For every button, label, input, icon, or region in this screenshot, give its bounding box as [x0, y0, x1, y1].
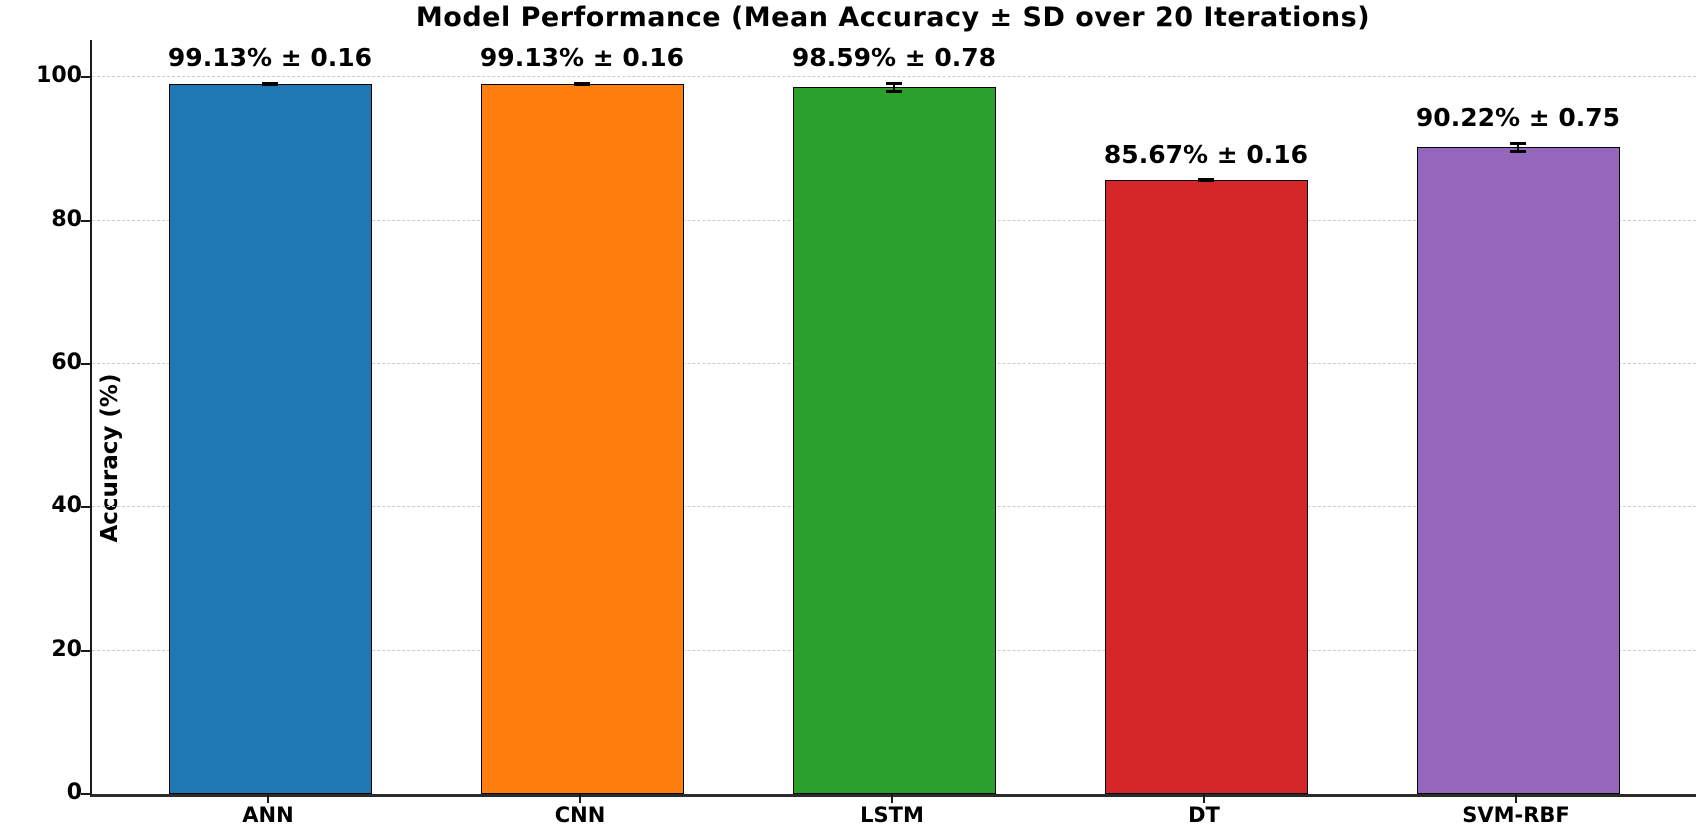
error-bar-svm-rbf [1510, 142, 1526, 153]
ytick-mark-20 [81, 649, 90, 652]
value-label-lstm: 98.59% ± 0.78 [791, 42, 997, 72]
error-cap-bottom [886, 89, 902, 93]
ytick-label-60: 60 [51, 349, 82, 375]
error-bar-cnn [574, 81, 590, 86]
xtick-label-cnn: CNN [554, 803, 606, 827]
error-cap-bottom [1198, 178, 1214, 182]
error-vline [1517, 142, 1519, 153]
chart-title: Model Performance (Mean Accuracy ± SD ov… [415, 2, 1371, 33]
error-cap-top [1510, 142, 1526, 145]
ytick-mark-40 [81, 506, 90, 509]
xtick-label-ann: ANN [242, 803, 294, 827]
ytick-mark-80 [81, 219, 90, 222]
bar-lstm [792, 87, 996, 794]
ytick-label-80: 80 [51, 206, 82, 232]
plot-area: Accuracy (%) 99.13% ± 0.16 99.13% ± 0.16 9… [81, 40, 1696, 797]
ytick-mark-100 [81, 76, 90, 79]
value-label-dt: 85.67% ± 0.16 [1103, 139, 1309, 169]
ytick-label-0: 0 [66, 780, 82, 805]
ytick-label-100: 100 [36, 63, 82, 89]
bar-ann [168, 83, 372, 794]
xtick-mark-cnn [579, 794, 581, 803]
xtick-label-dt: DT [1188, 803, 1220, 827]
error-bar-dt [1198, 177, 1214, 182]
xtick-mark-dt [1203, 794, 1205, 803]
error-cap-bottom [1510, 149, 1526, 153]
error-cap-bottom [574, 82, 590, 86]
error-cap-top [886, 81, 902, 85]
xtick-label-lstm: LSTM [860, 803, 924, 827]
error-vline [893, 81, 895, 93]
error-cap-bottom [262, 82, 278, 86]
gridline-y100 [92, 76, 1696, 78]
bar-dt [1104, 179, 1308, 794]
xtick-label-svm-rbf: SVM-RBF [1462, 803, 1570, 827]
value-label-cnn: 99.13% ± 0.16 [479, 43, 685, 73]
bar-cnn [480, 83, 684, 794]
ytick-mark-0 [81, 793, 90, 795]
ytick-label-20: 20 [51, 636, 82, 662]
ytick-mark-60 [81, 362, 90, 365]
xtick-mark-svm-rbf [1515, 794, 1517, 803]
value-label-svm-rbf: 90.22% ± 0.75 [1415, 103, 1621, 132]
value-label-ann: 99.13% ± 0.16 [167, 43, 373, 73]
xtick-mark-ann [267, 794, 269, 803]
ytick-label-40: 40 [51, 493, 82, 519]
bar-svm-rbf [1416, 147, 1620, 794]
error-bar-lstm [886, 81, 902, 93]
y-axis-label: Accuracy (%) [97, 373, 123, 543]
error-bar-ann [262, 81, 278, 86]
xtick-mark-lstm [891, 794, 893, 803]
